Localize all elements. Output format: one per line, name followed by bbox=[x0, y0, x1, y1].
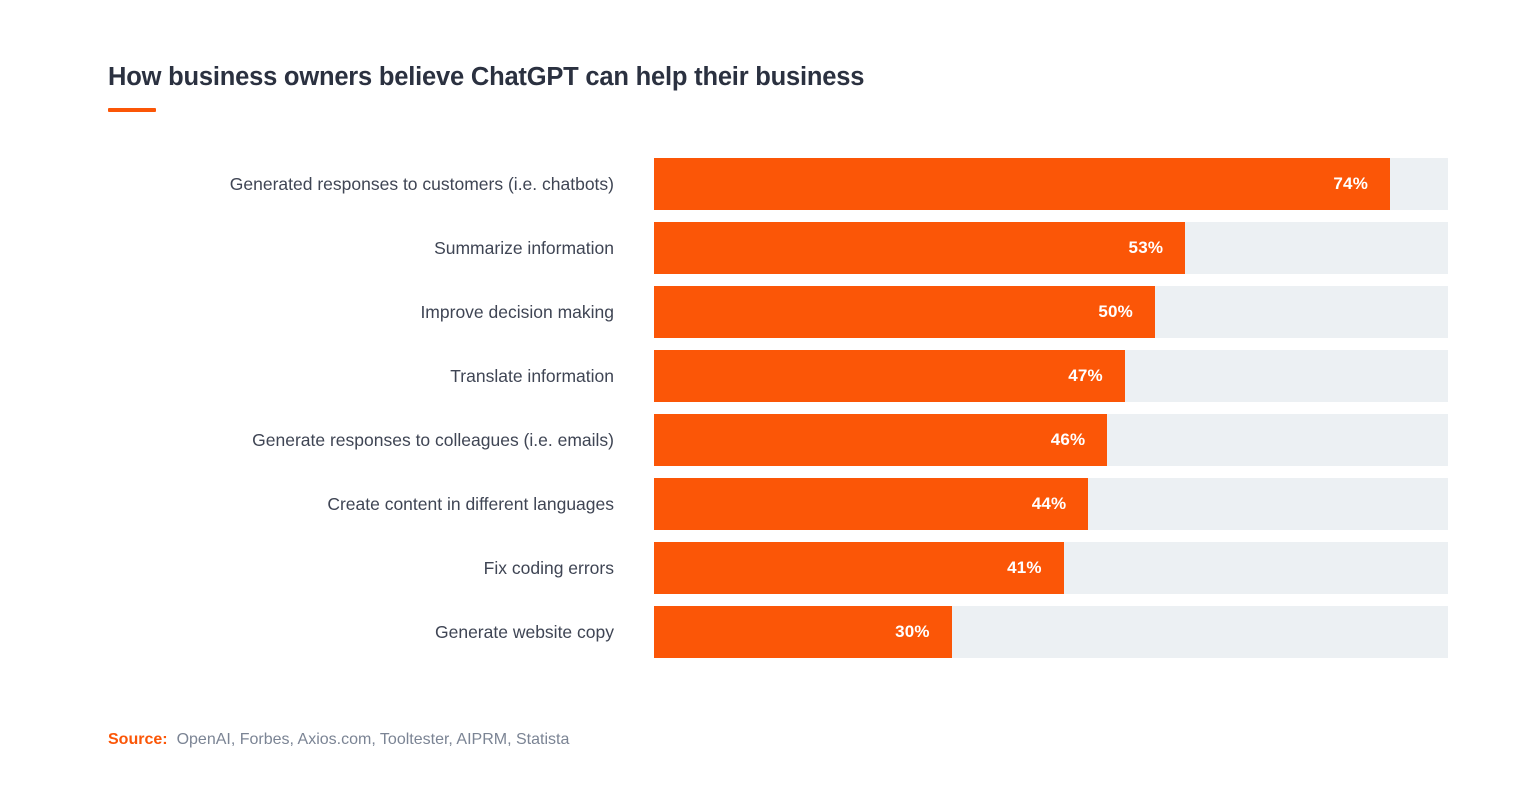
bar-category-label: Generate responses to colleagues (i.e. e… bbox=[252, 430, 614, 450]
bar-fill: 74% bbox=[654, 158, 1391, 210]
bar-value-label: 30% bbox=[895, 622, 930, 641]
bar-row: Generate responses to colleagues (i.e. e… bbox=[0, 414, 1518, 466]
bar-track: 41% bbox=[654, 542, 1448, 594]
bar-track: 30% bbox=[654, 606, 1448, 658]
bar-track: 74% bbox=[654, 158, 1448, 210]
bar-track: 50% bbox=[654, 286, 1448, 338]
bar-category-label: Create content in different languages bbox=[327, 494, 614, 514]
source-value: OpenAI, Forbes, Axios.com, Tooltester, A… bbox=[176, 731, 570, 748]
title-accent-rule bbox=[108, 108, 156, 112]
bar-value-label: 74% bbox=[1333, 174, 1369, 193]
bar-track: 46% bbox=[654, 414, 1448, 466]
bar-fill: 47% bbox=[654, 350, 1125, 402]
bar-track: 53% bbox=[654, 222, 1448, 274]
source-label: Source: bbox=[108, 731, 168, 748]
bar-row: Summarize information 53% bbox=[0, 222, 1518, 274]
bar-fill: 30% bbox=[654, 606, 952, 658]
bar-category-label: Summarize information bbox=[434, 238, 614, 258]
bar-fill: 50% bbox=[654, 286, 1155, 338]
bar-row: Generate website copy 30% bbox=[0, 606, 1518, 658]
bar-fill: 41% bbox=[654, 542, 1064, 594]
bar-row: Generated responses to customers (i.e. c… bbox=[0, 158, 1518, 210]
bar-track: 44% bbox=[654, 478, 1448, 530]
bar-value-label: 46% bbox=[1050, 430, 1086, 449]
bar-chart-plot-area: Generated responses to customers (i.e. c… bbox=[0, 158, 1518, 662]
bar-value-label: 50% bbox=[1098, 302, 1133, 321]
bar-category-label: Generate website copy bbox=[435, 622, 614, 642]
bar-fill: 46% bbox=[654, 414, 1108, 466]
bar-category-label: Improve decision making bbox=[420, 302, 614, 322]
bar-value-label: 53% bbox=[1128, 238, 1164, 257]
bar-row: Fix coding errors 41% bbox=[0, 542, 1518, 594]
bar-category-label: Generated responses to customers (i.e. c… bbox=[229, 174, 614, 194]
bar-track: 47% bbox=[654, 350, 1448, 402]
bar-row: Create content in different languages 44% bbox=[0, 478, 1518, 530]
bar-row: Translate information 47% bbox=[0, 350, 1518, 402]
bar-category-label: Translate information bbox=[450, 366, 614, 386]
chart-title: How business owners believe ChatGPT can … bbox=[108, 63, 865, 91]
bar-row: Improve decision making 50% bbox=[0, 286, 1518, 338]
bar-fill: 53% bbox=[654, 222, 1186, 274]
chart-header: How business owners believe ChatGPT can … bbox=[108, 60, 1468, 112]
bar-value-label: 47% bbox=[1068, 366, 1103, 385]
chart-source-footer: Source: OpenAI, Forbes, Axios.com, Toolt… bbox=[108, 731, 569, 749]
bar-fill: 44% bbox=[654, 478, 1089, 530]
bar-value-label: 44% bbox=[1031, 494, 1067, 513]
bar-category-label: Fix coding errors bbox=[483, 558, 614, 578]
bar-value-label: 41% bbox=[1007, 558, 1042, 577]
